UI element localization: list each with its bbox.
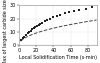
Point bbox=[36, 26, 38, 27]
Point bbox=[33, 28, 34, 29]
Point bbox=[60, 14, 61, 15]
Point bbox=[25, 34, 27, 35]
Point bbox=[40, 24, 41, 25]
Point bbox=[49, 18, 51, 19]
Point bbox=[47, 20, 48, 21]
Point bbox=[56, 16, 58, 17]
Point bbox=[27, 33, 28, 34]
Point bbox=[21, 40, 22, 41]
Point bbox=[30, 30, 32, 31]
Point bbox=[53, 17, 54, 18]
Point bbox=[28, 32, 30, 33]
X-axis label: Local Solidification Time (s·min): Local Solidification Time (s·min) bbox=[19, 55, 97, 60]
Point bbox=[64, 13, 65, 14]
Point bbox=[85, 8, 87, 9]
Point bbox=[22, 38, 24, 39]
Point bbox=[44, 21, 46, 22]
Point bbox=[73, 10, 75, 11]
Point bbox=[78, 10, 80, 11]
Point bbox=[38, 25, 40, 26]
Point bbox=[68, 12, 70, 13]
Point bbox=[34, 26, 36, 27]
Point bbox=[41, 22, 43, 23]
Point bbox=[91, 7, 93, 8]
Point bbox=[31, 29, 33, 30]
Y-axis label: Max of largest carbide size (µm): Max of largest carbide size (µm) bbox=[4, 0, 8, 63]
Point bbox=[23, 36, 25, 37]
